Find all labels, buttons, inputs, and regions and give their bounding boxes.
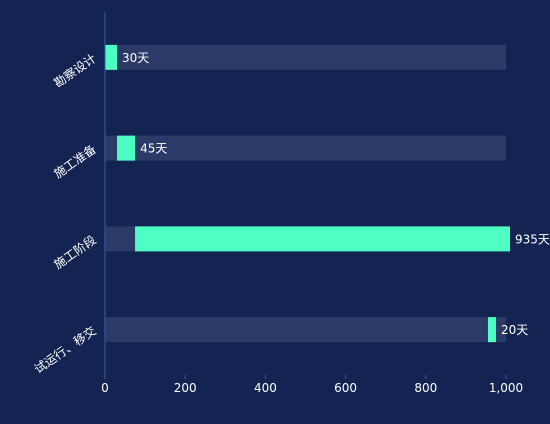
x-tick-label: 200 (174, 381, 197, 395)
data-label: 20天 (501, 323, 528, 337)
y-tick-label: 试运行、移交 (31, 323, 99, 377)
y-tick-label: 勘察设计 (51, 51, 98, 90)
data-label: 30天 (122, 51, 149, 65)
data-label: 45天 (140, 142, 167, 156)
y-tick-label: 施工阶段 (51, 232, 99, 272)
bar (105, 44, 118, 70)
track-group (105, 44, 506, 343)
data-label: 935天 (515, 232, 550, 246)
x-tick-label: 600 (334, 381, 357, 395)
bar-track (105, 317, 506, 343)
data-label-group: 30天 45天 935天 20天 (122, 51, 550, 337)
x-tick-label: 800 (414, 381, 437, 395)
x-tick-label: 0 (101, 381, 109, 395)
bar-track (105, 44, 506, 70)
bar-track (105, 135, 506, 161)
bar (135, 226, 511, 252)
bar (487, 317, 496, 343)
y-tick-label: 施工准备 (51, 142, 98, 181)
bar (117, 135, 136, 161)
bar-group (105, 44, 511, 343)
x-tick-label: 1,000 (489, 381, 523, 395)
x-tick-label: 400 (254, 381, 277, 395)
